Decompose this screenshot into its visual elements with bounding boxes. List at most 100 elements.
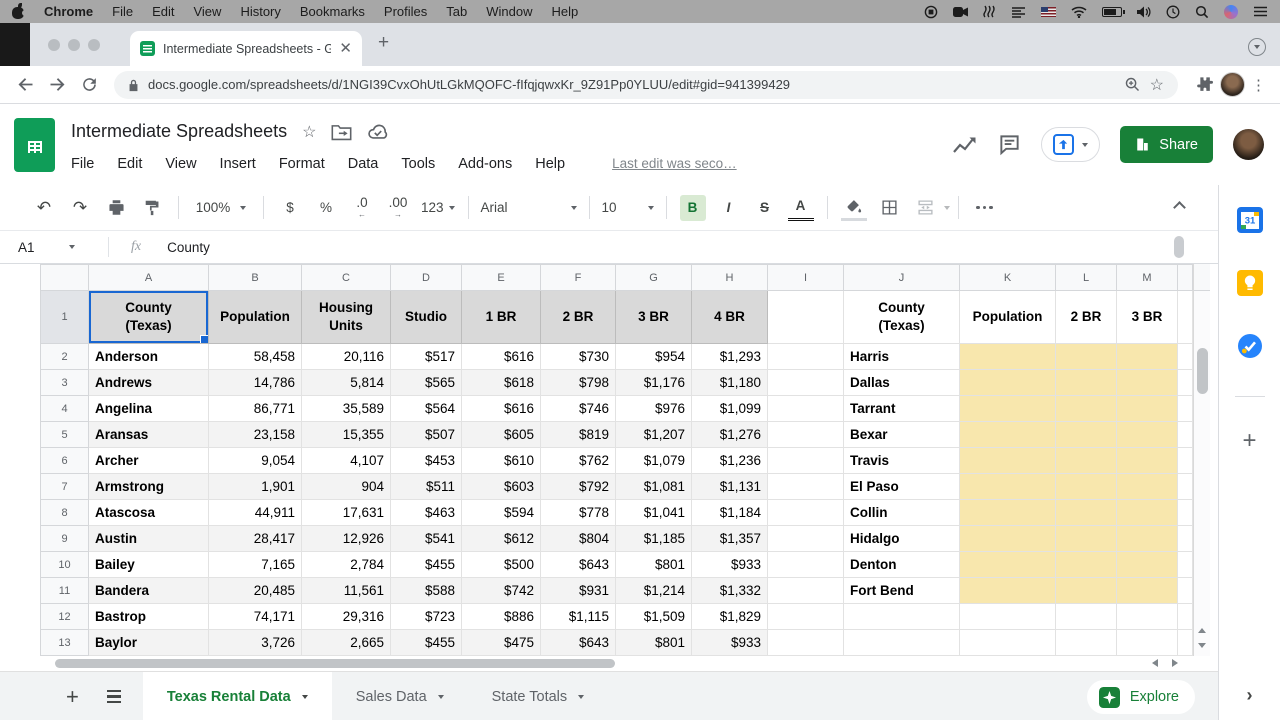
formula-input[interactable]: County [167,239,210,255]
undo-icon[interactable]: ↶ [36,197,52,217]
grid-cell[interactable]: Fort Bend [843,577,960,604]
grid-cell[interactable] [959,395,1056,422]
grid-cell[interactable] [767,499,844,526]
row-header[interactable]: 13 [40,629,89,656]
grid-cell[interactable] [1177,421,1193,448]
grid-cell[interactable]: Bastrop [88,603,209,630]
grid-cell[interactable]: $798 [540,369,616,396]
column-header-B[interactable]: B [208,264,302,291]
grid-cell[interactable] [1055,343,1117,370]
grid-cell[interactable]: Tarrant [843,395,960,422]
macos-menu-view[interactable]: View [193,4,222,19]
control-center-icon[interactable] [1253,6,1268,17]
column-header-E[interactable]: E [461,264,541,291]
sheet-tab-state-totals[interactable]: State Totals [468,672,609,720]
grid-cell[interactable]: $1,099 [691,395,768,422]
print-icon[interactable] [103,195,129,221]
grid-cell[interactable]: Archer [88,447,209,474]
grid-cell[interactable]: $511 [390,473,462,500]
grid-cell[interactable] [767,421,844,448]
star-document-icon[interactable]: ☆ [302,123,317,141]
grid-cell[interactable]: 23,158 [208,421,302,448]
grid-cell[interactable]: $616 [461,343,541,370]
column-header-D[interactable]: D [390,264,462,291]
grid-cell[interactable]: Baylor [88,629,209,656]
grid-cell[interactable]: 3,726 [208,629,302,656]
keep-icon[interactable] [1236,270,1263,301]
grid-cell[interactable]: 2,665 [301,629,391,656]
grid-cell[interactable]: $1,332 [691,577,768,604]
grid-cell[interactable]: $507 [390,421,462,448]
grid-cell[interactable] [767,447,844,474]
column-header-H[interactable]: H [691,264,768,291]
grid-cell[interactable]: $723 [390,603,462,630]
increase-decimals-button[interactable]: .00 → [388,195,408,219]
sheet-tab-caret-icon[interactable] [578,694,585,699]
grid-cell[interactable]: $610 [461,447,541,474]
tasks-icon[interactable] [1237,333,1263,364]
grid-cell[interactable] [1116,447,1178,474]
paint-format-icon[interactable] [139,195,165,221]
macos-menu-tab[interactable]: Tab [446,4,468,19]
explore-button[interactable]: Explore [1086,680,1195,714]
grid-cell[interactable] [843,629,960,656]
grid-cell[interactable]: $1,041 [615,499,692,526]
column-header-F[interactable]: F [540,264,616,291]
grid-cell[interactable] [1116,473,1178,500]
column-header-partial[interactable] [1177,264,1193,291]
grid-cell[interactable] [1055,603,1117,630]
currency-format-button[interactable]: $ [286,200,294,215]
grid-cell[interactable] [1055,577,1117,604]
more-toolbar-icon[interactable] [972,195,998,221]
grid-cell[interactable]: $1,207 [615,421,692,448]
grid-cell[interactable]: $931 [540,577,616,604]
grid-cell[interactable]: $1,184 [691,499,768,526]
apple-menu-icon[interactable] [12,3,28,19]
grid-cell[interactable]: $500 [461,551,541,578]
clock-icon[interactable] [1166,5,1180,19]
app-menu-format[interactable]: Format [278,155,325,172]
grid-cell[interactable]: $730 [540,343,616,370]
grid-cell[interactable]: $801 [615,551,692,578]
grid-cell[interactable]: $455 [390,629,462,656]
grid-cell[interactable]: 58,458 [208,343,302,370]
macos-menu-bookmarks[interactable]: Bookmarks [299,4,365,19]
column-header-A[interactable]: A [88,264,209,291]
back-button[interactable] [10,70,40,100]
name-box[interactable]: A1 [0,240,108,255]
grid-cell[interactable]: 4 BR [691,290,768,344]
decrease-decimals-button[interactable]: .0 ← [356,195,368,219]
grid-cell[interactable]: Bandera [88,577,209,604]
font-size-dropdown[interactable]: 10 [602,195,654,221]
grid-cell[interactable] [767,343,844,370]
row-header[interactable]: 7 [40,473,89,500]
grid-cell[interactable] [1116,343,1178,370]
scroll-up-icon[interactable] [1198,628,1206,633]
grid-cell[interactable]: $453 [390,447,462,474]
grid-cell[interactable]: $594 [461,499,541,526]
grid-cell[interactable]: 15,355 [301,421,391,448]
grid-cell[interactable]: $643 [540,629,616,656]
waves-icon[interactable] [983,5,996,18]
column-header-K[interactable]: K [959,264,1056,291]
zoom-window-button[interactable] [88,39,100,51]
scroll-down-icon[interactable] [1198,643,1206,648]
grid-cell[interactable]: $1,176 [615,369,692,396]
grid-cell[interactable] [959,499,1056,526]
omnibox[interactable]: docs.google.com/spreadsheets/d/1NGI39Cvx… [114,70,1178,99]
column-header-I[interactable]: I [767,264,844,291]
minimize-window-button[interactable] [68,39,80,51]
grid-cell[interactable]: Angelina [88,395,209,422]
grid-cell[interactable]: $541 [390,525,462,552]
vertical-scrollbar-thumb[interactable] [1196,348,1208,394]
chrome-menu-icon[interactable]: ⋮ [1251,76,1266,94]
row-header[interactable]: 1 [40,290,89,344]
collapse-toolbar-icon[interactable] [1173,201,1186,214]
grid-cell[interactable]: Andrews [88,369,209,396]
grid-cell[interactable] [959,447,1056,474]
grid-cell[interactable] [1055,473,1117,500]
grid-cell[interactable] [1177,629,1193,656]
grid-cell[interactable]: $517 [390,343,462,370]
grid-cell[interactable]: 29,316 [301,603,391,630]
row-header[interactable]: 6 [40,447,89,474]
